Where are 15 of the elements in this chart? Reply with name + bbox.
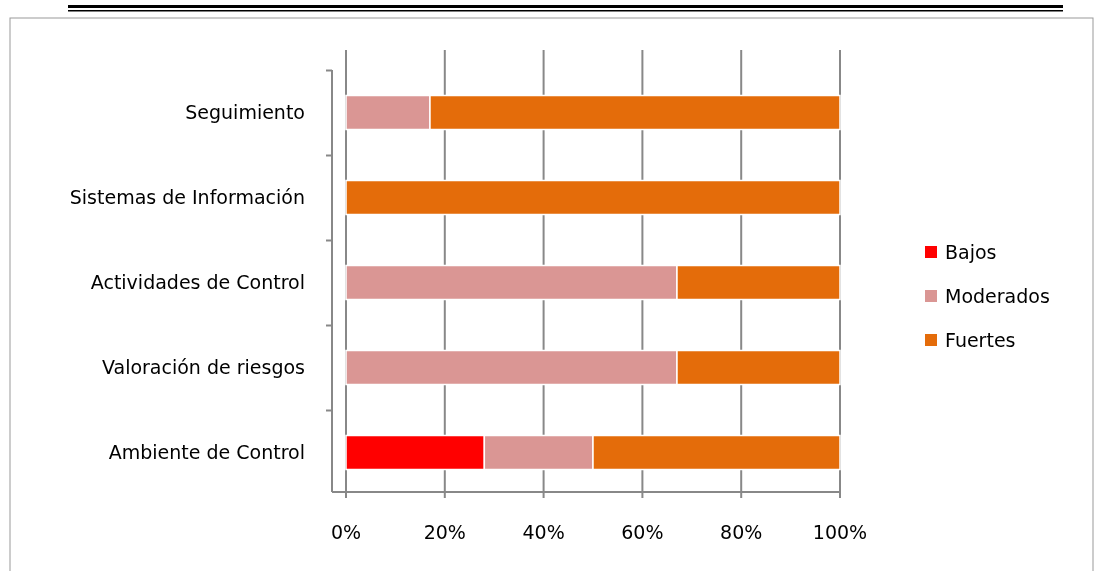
y-tick-label: Actividades de Control bbox=[90, 271, 305, 294]
legend-label: Fuertes bbox=[945, 328, 1016, 351]
x-tick-label: 80% bbox=[720, 521, 763, 543]
x-tick-label: 60% bbox=[621, 521, 664, 543]
y-tick-label: Seguimiento bbox=[185, 101, 305, 124]
legend-label: Moderados bbox=[945, 284, 1050, 307]
x-tick-label: 0% bbox=[330, 521, 362, 543]
y-tick-label: Sistemas de Información bbox=[69, 186, 305, 209]
x-tick-label: 40% bbox=[522, 521, 565, 543]
x-tick-label: 20% bbox=[423, 521, 466, 543]
y-tick-label: Ambiente de Control bbox=[108, 441, 305, 464]
y-tick-label: Valoración de riesgos bbox=[101, 356, 305, 379]
bar bbox=[345, 179, 841, 216]
legend-label: Bajos bbox=[945, 240, 997, 263]
x-tick-label: 100% bbox=[812, 521, 868, 543]
